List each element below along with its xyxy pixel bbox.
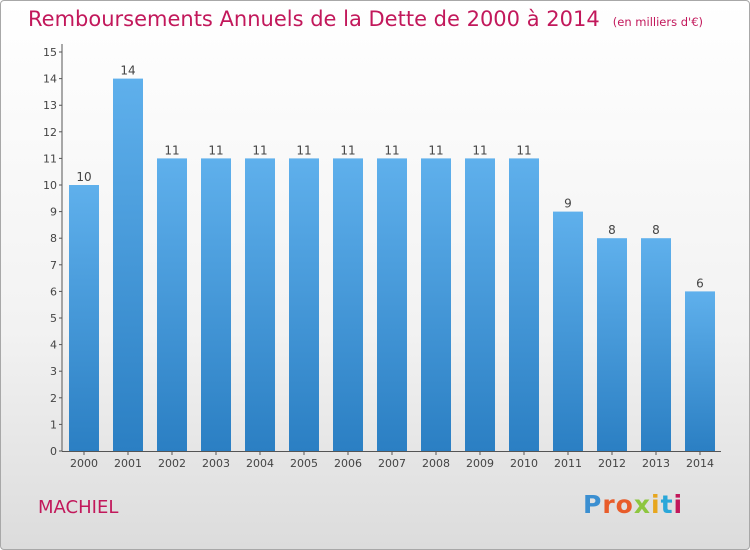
bar xyxy=(685,291,715,451)
bar xyxy=(377,158,407,451)
y-tick-label: 3 xyxy=(50,365,57,378)
bar xyxy=(69,185,99,451)
x-tick-label: 2002 xyxy=(158,457,186,470)
brand-letter: i xyxy=(673,490,684,519)
y-tick-label: 7 xyxy=(50,259,57,272)
bar-value-label: 14 xyxy=(120,64,135,78)
x-tick-label: 2000 xyxy=(70,457,98,470)
bar xyxy=(641,238,671,451)
x-tick-label: 2011 xyxy=(554,457,582,470)
bar-value-label: 11 xyxy=(340,143,355,157)
brand-letter: P xyxy=(583,490,603,519)
y-tick-label: 5 xyxy=(50,312,57,325)
y-tick-label: 13 xyxy=(43,99,57,112)
bar xyxy=(597,238,627,451)
bar-value-label: 10 xyxy=(76,170,91,184)
bar xyxy=(509,158,539,451)
x-tick-label: 2014 xyxy=(686,457,714,470)
bar-value-label: 11 xyxy=(296,143,311,157)
bar xyxy=(421,158,451,451)
brand-logo: Proxiti xyxy=(583,490,683,519)
y-tick-label: 12 xyxy=(43,126,57,139)
y-tick-label: 15 xyxy=(43,46,57,59)
bar-value-label: 11 xyxy=(252,143,267,157)
bar-value-label: 8 xyxy=(652,223,660,237)
x-tick-label: 2010 xyxy=(510,457,538,470)
x-tick-label: 2008 xyxy=(422,457,450,470)
bar-value-label: 11 xyxy=(208,143,223,157)
bar xyxy=(113,78,143,451)
y-tick-label: 1 xyxy=(50,418,57,431)
commune-name: MACHIEL xyxy=(38,497,119,518)
bar-value-label: 11 xyxy=(164,143,179,157)
y-tick-label: 4 xyxy=(50,339,57,352)
y-tick-label: 9 xyxy=(50,206,57,219)
bar-value-label: 11 xyxy=(384,143,399,157)
x-tick-label: 2007 xyxy=(378,457,406,470)
y-tick-label: 8 xyxy=(50,232,57,245)
x-tick-label: 2004 xyxy=(246,457,274,470)
bar-value-label: 11 xyxy=(472,143,487,157)
bar-value-label: 11 xyxy=(516,143,531,157)
y-tick-label: 10 xyxy=(43,179,57,192)
bar xyxy=(157,158,187,451)
bar xyxy=(333,158,363,451)
bar xyxy=(553,211,583,451)
brand-letter: o xyxy=(615,490,634,519)
bar xyxy=(465,158,495,451)
x-tick-label: 2013 xyxy=(642,457,670,470)
bar xyxy=(289,158,319,451)
x-tick-label: 2005 xyxy=(290,457,318,470)
bar-value-label: 9 xyxy=(564,197,572,211)
y-tick-label: 14 xyxy=(43,73,57,86)
bar-value-label: 11 xyxy=(428,143,443,157)
y-tick-label: 2 xyxy=(50,392,57,405)
chart-header: Remboursements Annuels de la Dette de 20… xyxy=(28,7,703,31)
bar xyxy=(245,158,275,451)
brand-letter: x xyxy=(633,490,651,519)
x-tick-label: 2009 xyxy=(466,457,494,470)
chart-title: Remboursements Annuels de la Dette de 20… xyxy=(28,7,600,31)
x-tick-label: 2006 xyxy=(334,457,362,470)
chart-subtitle: (en milliers d'€) xyxy=(612,15,703,29)
bar-value-label: 6 xyxy=(696,276,704,290)
x-tick-label: 2001 xyxy=(114,457,142,470)
y-tick-label: 6 xyxy=(50,285,57,298)
brand-letter: t xyxy=(660,490,674,519)
y-tick-label: 11 xyxy=(43,152,57,165)
y-tick-label: 0 xyxy=(50,445,57,458)
bar-value-label: 8 xyxy=(608,223,616,237)
x-tick-label: 2012 xyxy=(598,457,626,470)
x-tick-label: 2003 xyxy=(202,457,230,470)
brand-letter: r xyxy=(602,490,616,519)
bar xyxy=(201,158,231,451)
brand-letter: i xyxy=(651,490,661,519)
